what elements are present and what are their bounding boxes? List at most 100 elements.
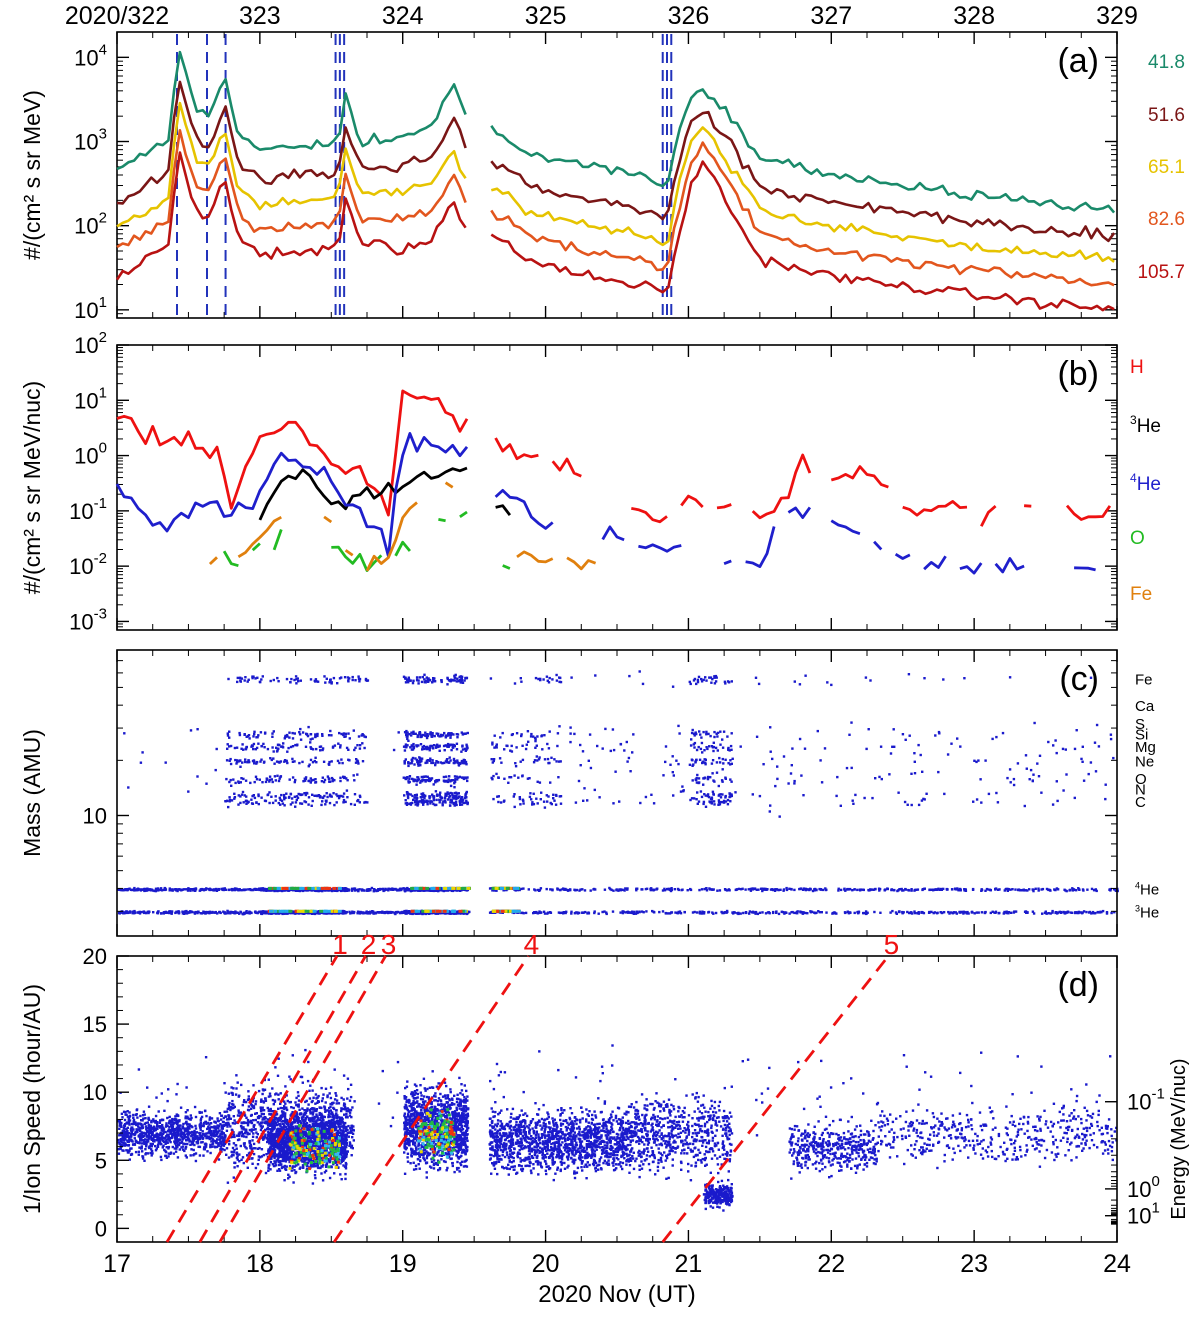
mass-dot xyxy=(1075,729,1078,732)
mass-dot xyxy=(697,800,701,803)
mass-dot xyxy=(605,911,608,914)
mass-dot xyxy=(917,743,920,747)
mass-dot xyxy=(514,765,518,768)
mass-dot-dense xyxy=(435,886,439,890)
mass-dot xyxy=(404,681,408,684)
mass-dot xyxy=(627,756,631,760)
mass-dot xyxy=(286,735,289,738)
mass-dot xyxy=(451,796,454,799)
mass-dot xyxy=(435,803,438,807)
mass-dot xyxy=(748,910,752,913)
mass-dot xyxy=(250,802,254,805)
mass-dot xyxy=(799,910,802,913)
mass-dot xyxy=(227,805,230,809)
legend-energy-41.8: 41.8 xyxy=(1148,52,1185,73)
mass-dot xyxy=(414,732,417,735)
mass-dot xyxy=(784,911,787,914)
mass-dot xyxy=(788,887,791,890)
panel-b-ytick-label: 10-2 xyxy=(69,550,107,579)
mass-dot xyxy=(291,801,294,804)
mass-dot xyxy=(1032,888,1035,892)
mass-dot xyxy=(196,910,200,914)
mass-dot xyxy=(670,911,673,914)
mass-dot xyxy=(809,911,813,914)
mass-dot xyxy=(690,758,694,761)
mass-dot xyxy=(340,676,343,679)
mass-dot xyxy=(443,731,446,735)
legend-species-H: H xyxy=(1130,357,1144,378)
mass-dot xyxy=(330,760,333,763)
mass-dot xyxy=(557,760,561,763)
mass-dot xyxy=(587,759,590,762)
mass-dot xyxy=(704,761,707,764)
mass-dot xyxy=(254,887,258,891)
mass-dot xyxy=(254,677,257,680)
mass-dot xyxy=(498,757,502,760)
mass-dot xyxy=(244,888,248,891)
mass-dot xyxy=(167,911,170,914)
mass-dot xyxy=(429,888,432,891)
mass-dot xyxy=(830,683,833,687)
mass-dot xyxy=(1104,783,1107,786)
mass-dot xyxy=(779,888,782,891)
mass-dot xyxy=(294,675,298,678)
mass-dot-dense xyxy=(304,909,309,913)
mass-dot xyxy=(456,733,460,736)
mass-dot xyxy=(238,731,241,735)
mass-dot xyxy=(680,888,683,892)
mass-dot xyxy=(559,676,562,680)
mass-dot xyxy=(536,735,539,738)
mass-dot xyxy=(521,798,525,801)
mass-dot xyxy=(532,735,535,738)
mass-dot xyxy=(1076,911,1079,914)
mass-dot xyxy=(1093,741,1097,744)
mass-dot xyxy=(330,889,334,893)
mass-dot xyxy=(245,746,248,749)
mass-dot xyxy=(228,730,231,733)
mass-dot xyxy=(1112,888,1116,891)
mass-dot xyxy=(762,763,765,766)
mass-dot xyxy=(226,747,229,750)
mass-dot xyxy=(530,732,533,736)
series-line-O xyxy=(224,512,524,571)
mass-dot xyxy=(229,757,232,761)
mass-dot xyxy=(513,793,516,796)
mass-dot xyxy=(322,780,326,784)
mass-dot xyxy=(1013,910,1016,913)
mass-dot-dense xyxy=(503,909,508,913)
mass-dot xyxy=(1007,888,1010,891)
mass-dot xyxy=(629,911,633,914)
mass-dot xyxy=(229,912,232,915)
mass-dot xyxy=(697,745,700,749)
mass-dot xyxy=(244,779,248,782)
panel-c-frame xyxy=(116,649,1118,937)
mass-dot xyxy=(187,911,190,914)
mass-dot xyxy=(570,912,573,915)
mass-dot xyxy=(662,774,665,777)
mass-dot-dense xyxy=(507,909,512,913)
mass-dot xyxy=(676,887,680,891)
mass-dot xyxy=(1025,767,1028,770)
mass-dot xyxy=(549,781,552,784)
mass-dot-dense xyxy=(456,886,461,890)
mass-dot xyxy=(118,912,121,915)
mass-dot xyxy=(698,730,701,733)
mass-dot xyxy=(455,680,458,683)
mass-dot xyxy=(677,724,680,728)
mass-dot xyxy=(406,734,409,737)
mass-dot xyxy=(542,800,546,803)
mass-dot-dense xyxy=(425,909,430,913)
mass-dot xyxy=(309,781,312,784)
mass-dot xyxy=(868,888,872,892)
mass-dot xyxy=(558,795,561,798)
mass-dot xyxy=(906,803,909,806)
mass-dot xyxy=(1037,889,1040,892)
mass-dot xyxy=(226,909,229,913)
mass-dot xyxy=(1089,761,1093,764)
mass-dot xyxy=(465,748,468,751)
mass-dot xyxy=(351,675,354,679)
mass-dot xyxy=(1095,889,1098,893)
mass-dot-dense xyxy=(269,909,273,913)
mass-dot xyxy=(713,735,716,739)
